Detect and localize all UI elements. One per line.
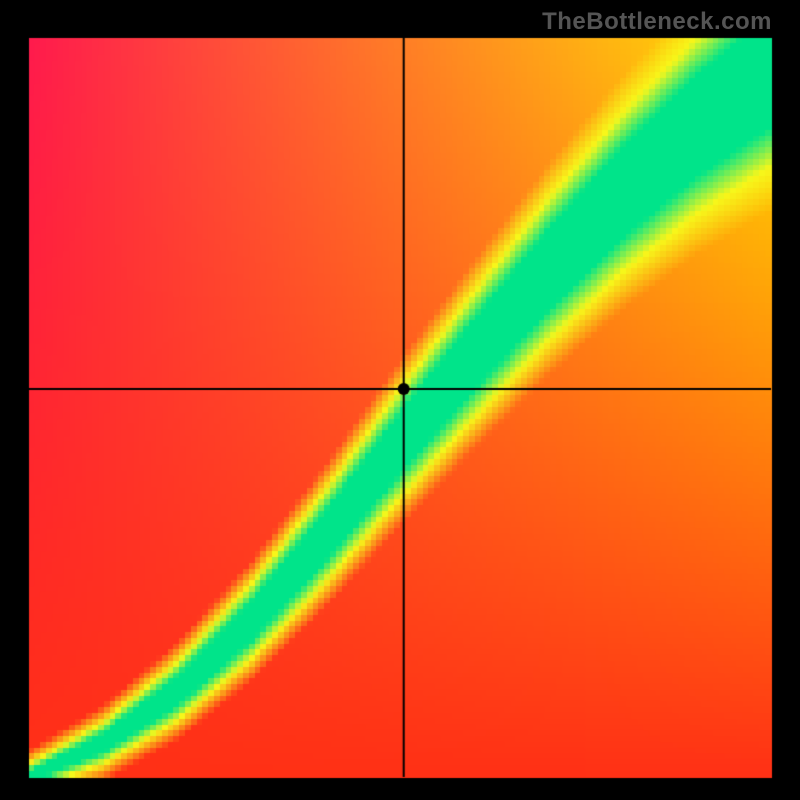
- bottleneck-heatmap: [0, 0, 800, 800]
- watermark-text: TheBottleneck.com: [542, 8, 772, 36]
